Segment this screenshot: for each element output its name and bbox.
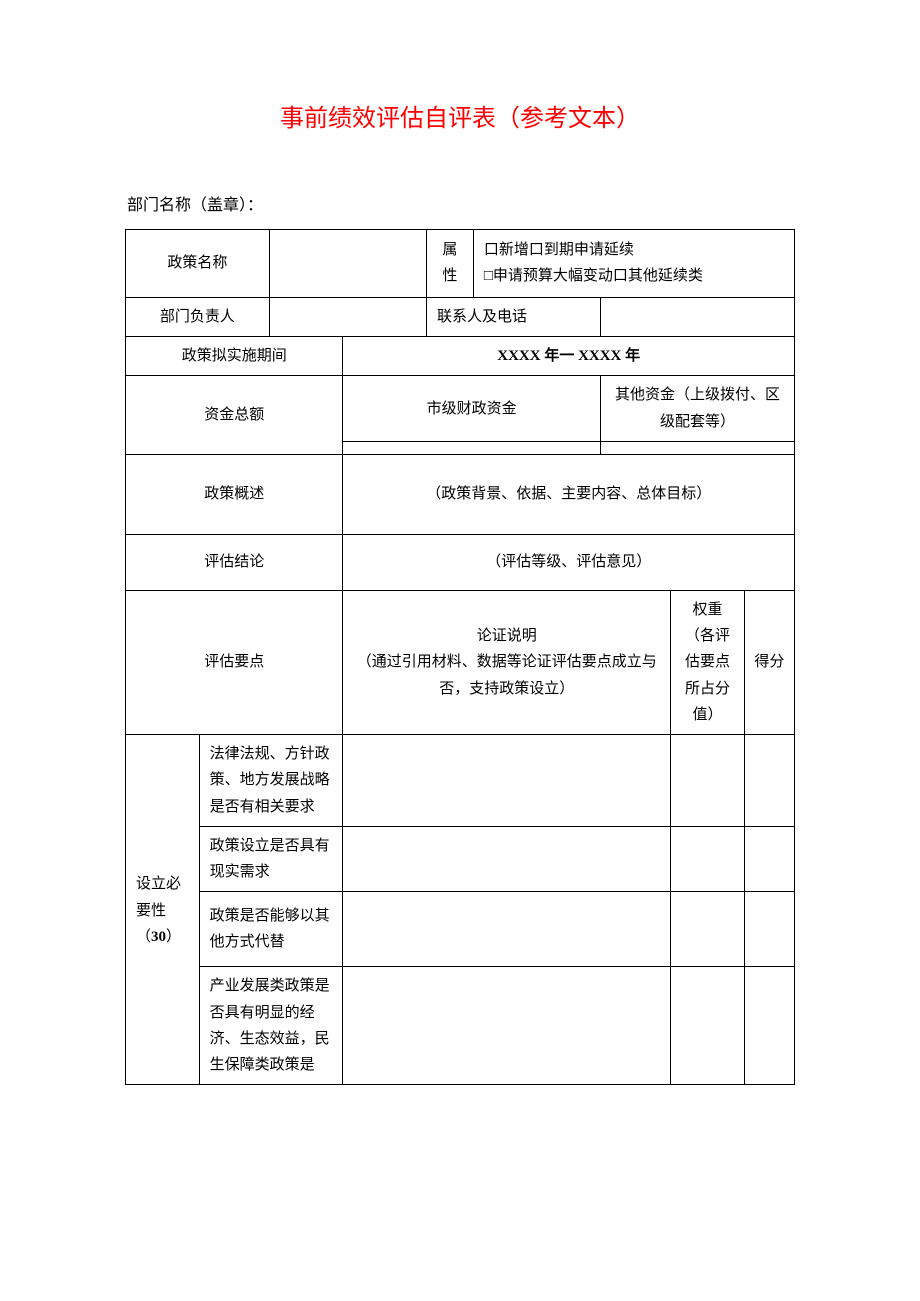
necessity-sub1-argument <box>343 735 671 827</box>
overview-label: 政策概述 <box>126 454 343 534</box>
necessity-sub3: 政策是否能够以其他方式代替 <box>199 892 343 967</box>
argument-label: 论证说明 （通过引用材料、数据等论证评估要点成立与否，支持政策设立） <box>343 590 671 734</box>
necessity-sub2-weight <box>671 826 745 892</box>
necessity-sub3-weight <box>671 892 745 967</box>
necessity-section-label: 设立必要性 （30） <box>126 735 200 1085</box>
contact-value <box>600 297 794 336</box>
conclusion-value: （评估等级、评估意见） <box>343 534 795 590</box>
necessity-sub3-score <box>744 892 794 967</box>
necessity-sub2-argument <box>343 826 671 892</box>
department-label: 部门名称（盖章）： <box>125 193 795 219</box>
necessity-sub1-score <box>744 735 794 827</box>
period-value: XXXX 年一 XXXX 年 <box>343 337 795 376</box>
weight-label: 权重 （各评估要点所占分值） <box>671 590 745 734</box>
dept-head-label: 部门负责人 <box>126 297 270 336</box>
page-title: 事前绩效评估自评表（参考文本） <box>125 100 795 138</box>
score-label: 得分 <box>744 590 794 734</box>
necessity-sub4-weight <box>671 967 745 1085</box>
necessity-sub3-argument <box>343 892 671 967</box>
city-fund-label: 市级财政资金 <box>343 376 601 442</box>
necessity-sub2: 政策设立是否具有现实需求 <box>199 826 343 892</box>
necessity-sub4: 产业发展类政策是否具有明显的经济、生态效益，民生保障类政策是 <box>199 967 343 1085</box>
contact-label: 联系人及电话 <box>427 297 601 336</box>
other-fund-value <box>600 441 794 454</box>
period-label: 政策拟实施期间 <box>126 337 343 376</box>
city-fund-value <box>343 441 601 454</box>
policy-name-label: 政策名称 <box>126 229 270 297</box>
necessity-sub1-weight <box>671 735 745 827</box>
policy-name-value <box>269 229 426 297</box>
necessity-sub4-argument <box>343 967 671 1085</box>
overview-value: （政策背景、依据、主要内容、总体目标） <box>343 454 795 534</box>
attribute-value: 口新增口到期申请延续 □申请预算大幅变动口其他延续类 <box>473 229 794 297</box>
necessity-sub1: 法律法规、方针政策、地方发展战略是否有相关要求 <box>199 735 343 827</box>
necessity-weight: （30） <box>136 929 181 945</box>
attribute-label: 属性 <box>427 229 474 297</box>
period-text: XXXX 年一 XXXX 年 <box>497 348 640 364</box>
eval-points-label: 评估要点 <box>126 590 343 734</box>
dept-head-value <box>269 297 426 336</box>
evaluation-table: 政策名称 属性 口新增口到期申请延续 □申请预算大幅变动口其他延续类 部门负责人… <box>125 229 795 1086</box>
attribute-line1: 口新增口到期申请延续 <box>484 242 634 258</box>
attribute-line2: □申请预算大幅变动口其他延续类 <box>484 268 703 284</box>
other-fund-label: 其他资金（上级拨付、区级配套等） <box>600 376 794 442</box>
necessity-label: 设立必要性 <box>136 876 181 918</box>
necessity-sub4-score <box>744 967 794 1085</box>
conclusion-label: 评估结论 <box>126 534 343 590</box>
necessity-weight-num: 30 <box>151 929 166 945</box>
total-fund-label: 资金总额 <box>126 376 343 455</box>
necessity-sub2-score <box>744 826 794 892</box>
